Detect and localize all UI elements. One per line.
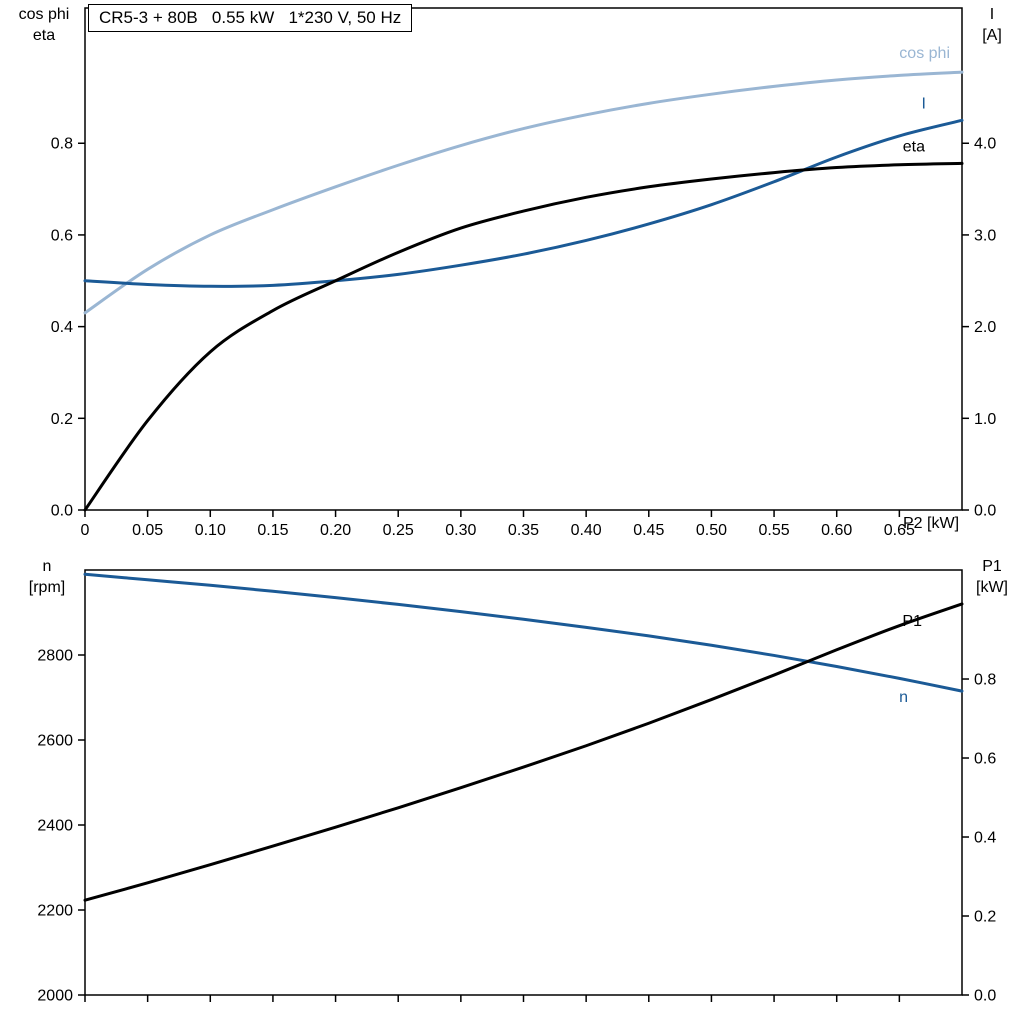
power-axis-title-line1: P1 [982, 558, 1002, 575]
x-tick-label: 0.40 [571, 522, 602, 539]
curve-cos-phi [83, 70, 964, 315]
right-tick-label: 0.6 [974, 751, 996, 768]
left-axis-title-line2: eta [32, 27, 56, 44]
speed-axis-title-line1: n [42, 558, 52, 575]
left-tick-label: 2000 [37, 988, 73, 1005]
left-tick-label: 0.8 [51, 136, 73, 153]
left-tick-label: 0.2 [51, 411, 73, 428]
curve-P1 [83, 602, 964, 902]
right-tick-label: 1.0 [974, 411, 996, 428]
right-tick-label: 0.0 [974, 988, 996, 1005]
curve-eta [83, 161, 964, 512]
curve-label-cos-phi: cos phi [899, 45, 950, 62]
x-tick-label: 0.05 [132, 522, 163, 539]
curve-label-eta: eta [903, 138, 925, 155]
x-tick-label: 0.15 [257, 522, 288, 539]
curve-n [83, 572, 964, 693]
x-tick-label: 0.25 [383, 522, 414, 539]
left-tick-label: 2600 [37, 733, 73, 750]
top-right-axis-title: I [A] [962, 4, 1022, 46]
left-tick-label: 2800 [37, 648, 73, 665]
bottom-right-axis-title: P1 [kW] [962, 556, 1022, 598]
x-axis-label: P2 [kW] [903, 515, 960, 532]
right-tick-label: 0.0 [974, 503, 996, 520]
plot-frame-bottom [84, 569, 963, 996]
x-tick-label: 0.20 [320, 522, 351, 539]
x-tick-label: 0.55 [759, 522, 790, 539]
right-tick-label: 0.8 [974, 672, 996, 689]
left-tick-label: 0.4 [51, 319, 73, 336]
x-tick-label: 0.10 [195, 522, 226, 539]
curve-label-P1: P1 [902, 613, 922, 630]
curve-label-I: I [922, 95, 926, 112]
right-tick-label: 3.0 [974, 227, 996, 244]
right-tick-label: 0.4 [974, 830, 996, 847]
x-tick-label: 0.60 [821, 522, 852, 539]
left-tick-label: 2400 [37, 818, 73, 835]
curve-label-n: n [899, 689, 908, 706]
power-axis-title-line2: [kW] [976, 579, 1008, 596]
left-tick-label: 2200 [37, 903, 73, 920]
x-tick-label: 0.30 [445, 522, 476, 539]
left-tick-label: 0.6 [51, 227, 73, 244]
bottom-left-axis-title: n [rpm] [2, 556, 92, 598]
left-tick-label: 0.0 [51, 503, 73, 520]
x-tick-label: 0.35 [508, 522, 539, 539]
right-axis-title-line2: [A] [982, 27, 1002, 44]
right-axis-title-line1: I [989, 6, 995, 23]
right-tick-label: 0.2 [974, 909, 996, 926]
speed-axis-title-line2: [rpm] [28, 579, 66, 596]
x-tick-label: 0.45 [633, 522, 664, 539]
right-tick-label: 2.0 [974, 319, 996, 336]
right-tick-label: 4.0 [974, 136, 996, 153]
pump-title-box: CR5-3 + 80B 0.55 kW 1*230 V, 50 Hz [88, 4, 413, 32]
top-left-axis-title: cos phi eta [0, 4, 88, 46]
plot-frame-top [84, 7, 963, 511]
x-tick-label: 0.50 [696, 522, 727, 539]
left-axis-title-line1: cos phi [18, 6, 70, 23]
curve-I [83, 118, 964, 288]
x-tick-label: 0.65 [884, 522, 915, 539]
x-tick-label: 0 [81, 522, 90, 539]
